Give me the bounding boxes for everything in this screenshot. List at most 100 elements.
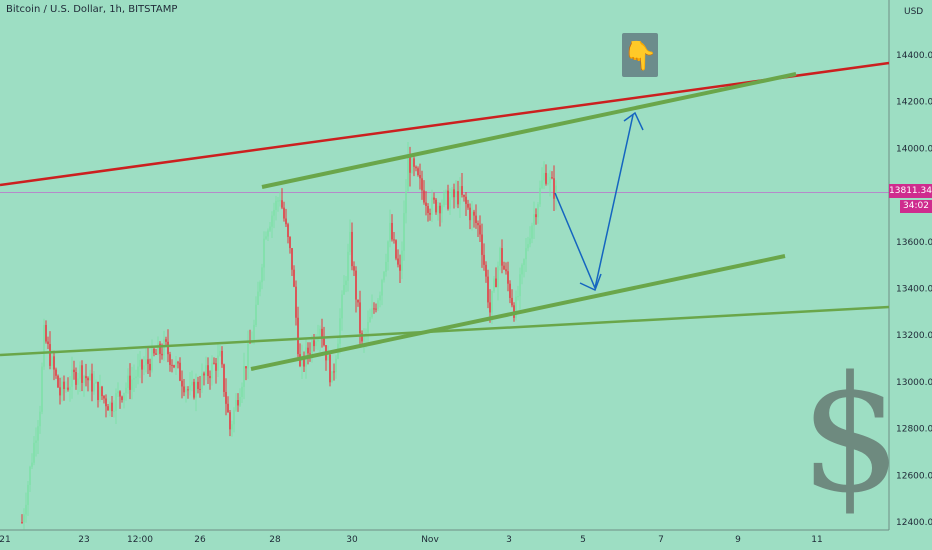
- candle-body: [283, 207, 285, 219]
- candle-body: [459, 186, 461, 205]
- candle-body: [225, 391, 227, 404]
- candle-body: [275, 200, 277, 210]
- candle-body: [523, 259, 525, 265]
- candle-body: [63, 381, 65, 389]
- candle-body: [271, 215, 273, 227]
- candle-body: [399, 264, 401, 271]
- y-tick-label: 14200.00: [896, 98, 932, 108]
- x-tick-label: 26: [194, 535, 206, 545]
- candle-body: [133, 378, 135, 380]
- candle-body: [435, 199, 437, 213]
- y-tick-label: 13000.00: [896, 378, 932, 388]
- candle-body: [465, 196, 467, 204]
- candle-body: [309, 353, 311, 355]
- candle-body: [93, 383, 95, 392]
- candle-body: [215, 363, 217, 371]
- currency-label: USD: [904, 7, 924, 17]
- candle-body: [195, 381, 197, 398]
- candle-body: [103, 396, 105, 399]
- candle-body: [221, 350, 223, 365]
- candle-body: [53, 356, 55, 370]
- candle-body: [161, 353, 163, 356]
- candle-body: [349, 231, 351, 252]
- pointing-down-hand-icon: 👇: [622, 33, 658, 77]
- candle-body: [521, 264, 523, 275]
- candle-body: [407, 155, 409, 192]
- candle-body: [527, 244, 529, 249]
- candle-body: [375, 308, 377, 310]
- candle-body: [137, 366, 139, 377]
- y-tick-label: 13600.00: [896, 238, 932, 248]
- candle-body: [49, 344, 51, 366]
- candle-body: [385, 261, 387, 272]
- candle-body: [401, 250, 403, 271]
- candle-body: [467, 203, 469, 208]
- green-upper-channel-line: [261, 72, 797, 189]
- x-tick-label: 7: [658, 535, 664, 545]
- candle-body: [291, 248, 293, 270]
- candle-body: [307, 347, 309, 354]
- candle-body: [105, 398, 107, 407]
- candle-body: [43, 324, 45, 367]
- candle-body: [281, 200, 283, 208]
- candle-body: [231, 424, 233, 430]
- candle-body: [273, 209, 275, 216]
- candle-body: [531, 225, 533, 239]
- candle-body: [539, 187, 541, 205]
- candle-body: [395, 240, 397, 259]
- candle-body: [193, 381, 195, 398]
- candle-body: [423, 190, 425, 203]
- candle-body: [379, 295, 381, 301]
- candle-body: [511, 297, 513, 306]
- candle-body: [223, 364, 225, 392]
- candle-body: [313, 340, 315, 347]
- candle-body: [495, 278, 497, 288]
- candle-body: [485, 264, 487, 277]
- candle-body: [535, 214, 537, 218]
- candle-body: [65, 387, 67, 389]
- candle-body: [265, 236, 267, 239]
- candle-body: [219, 350, 221, 356]
- candle-body: [81, 365, 83, 383]
- candle-body: [157, 343, 159, 355]
- candle-body: [255, 304, 257, 325]
- candle-body: [455, 191, 457, 198]
- candle-body: [429, 212, 431, 215]
- candle-body: [149, 363, 151, 371]
- candle-body: [315, 341, 317, 347]
- candle-body: [499, 248, 501, 266]
- candle-body: [153, 348, 155, 354]
- candle-body: [171, 364, 173, 366]
- candle-body: [189, 385, 191, 391]
- candle-body: [481, 234, 483, 255]
- candle-body: [541, 180, 543, 188]
- candle-body: [147, 359, 149, 364]
- candle-body: [487, 276, 489, 303]
- candle-body: [437, 205, 439, 213]
- candle-body: [421, 178, 423, 191]
- candle-body: [57, 375, 59, 388]
- candle-body: [347, 251, 349, 281]
- y-tick-label: 12400.00: [896, 518, 932, 528]
- candle-body: [489, 302, 491, 313]
- candle-body: [353, 266, 355, 271]
- candle-body: [131, 379, 133, 390]
- candle-body: [127, 375, 129, 388]
- candle-body: [439, 205, 441, 214]
- candle-body: [345, 280, 347, 286]
- candle-body: [551, 177, 553, 179]
- candle-body: [537, 204, 539, 218]
- x-tick-label: 5: [580, 535, 586, 545]
- candle-body: [493, 278, 495, 292]
- candle-body: [191, 381, 193, 386]
- candle-body: [503, 265, 505, 270]
- candle-body: [415, 166, 417, 169]
- candle-body: [517, 296, 519, 298]
- candle-body: [25, 504, 27, 515]
- y-tick-label: 13400.00: [896, 285, 932, 295]
- candle-body: [83, 376, 85, 383]
- candle-body: [427, 205, 429, 213]
- candle-body: [217, 355, 219, 371]
- candle-body: [387, 241, 389, 262]
- candle-body: [381, 280, 383, 296]
